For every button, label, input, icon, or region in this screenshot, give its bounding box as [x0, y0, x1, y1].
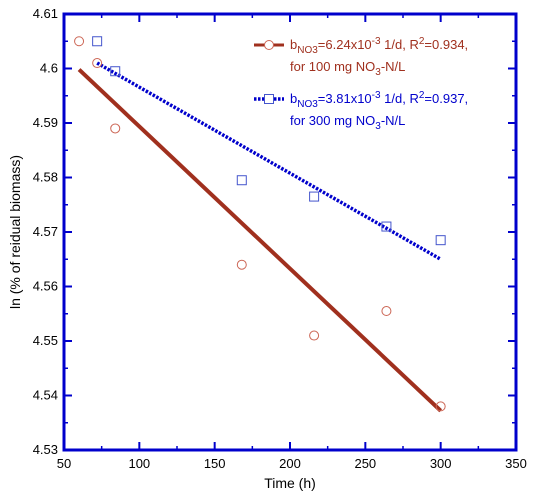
x-tick-label: 50 [57, 456, 71, 471]
data-point-circle [381, 306, 392, 317]
data-points [74, 36, 446, 412]
x-tick-label: 100 [128, 456, 150, 471]
y-tick-label: 4.53 [33, 442, 58, 457]
data-point-square [110, 66, 121, 77]
y-tick-label: 4.6 [40, 61, 58, 76]
data-point-circle [309, 330, 320, 341]
x-tick-label: 200 [279, 456, 301, 471]
data-point-square [309, 191, 320, 202]
x-tick-label: 250 [354, 456, 376, 471]
fit-line-series-1 [77, 68, 443, 413]
y-tick-label: 4.59 [33, 115, 58, 130]
plot-frame [62, 12, 518, 452]
data-point-circle [74, 36, 85, 47]
y-tick-label: 4.55 [33, 333, 58, 348]
data-point-square [381, 221, 392, 232]
legend-marker-series-1 [264, 40, 274, 50]
data-point-square [236, 175, 247, 186]
x-tick-labels: 50 100 150 200 250 300 350 [57, 456, 527, 471]
x-tick-label: 300 [430, 456, 452, 471]
y-tick-label: 4.54 [33, 388, 58, 403]
legend-label-line2-series-1: for 100 mg NO3-N/L [290, 59, 405, 78]
data-point-circle [92, 58, 103, 69]
x-tick-label: 150 [204, 456, 226, 471]
legend-marker-series-2 [264, 94, 274, 104]
y-tick-label: 4.56 [33, 279, 58, 294]
legend-label-line2-series-2: for 300 mg NO3-N/L [290, 113, 405, 132]
data-point-square [92, 36, 103, 47]
fit-line-series-2 [96, 61, 442, 261]
legend: bNO3=6.24x10-3 1/d, R2=0.934, for 100 mg … [254, 36, 468, 132]
data-point-circle [435, 401, 446, 412]
data-point-circle [236, 259, 247, 270]
x-tick-label: 350 [505, 456, 527, 471]
y-axis-label: ln (% of reidual biomass) [7, 155, 23, 309]
legend-label-series-1: bNO3=6.24x10-3 1/d, R2=0.934, [290, 36, 468, 56]
y-tick-label: 4.61 [33, 6, 58, 21]
tick-marks [63, 13, 517, 451]
legend-label-series-2: bNO3=3.81x10-3 1/d, R2=0.937, [290, 90, 468, 110]
data-point-square [435, 235, 446, 246]
data-point-circle [110, 123, 121, 134]
y-tick-label: 4.58 [33, 170, 58, 185]
fit-lines [77, 61, 443, 413]
y-tick-label: 4.57 [33, 224, 58, 239]
x-axis-label: Time (h) [264, 475, 316, 491]
y-tick-labels: 4.53 4.54 4.55 4.56 4.57 4.58 4.59 4.6 4.61 [33, 6, 58, 457]
